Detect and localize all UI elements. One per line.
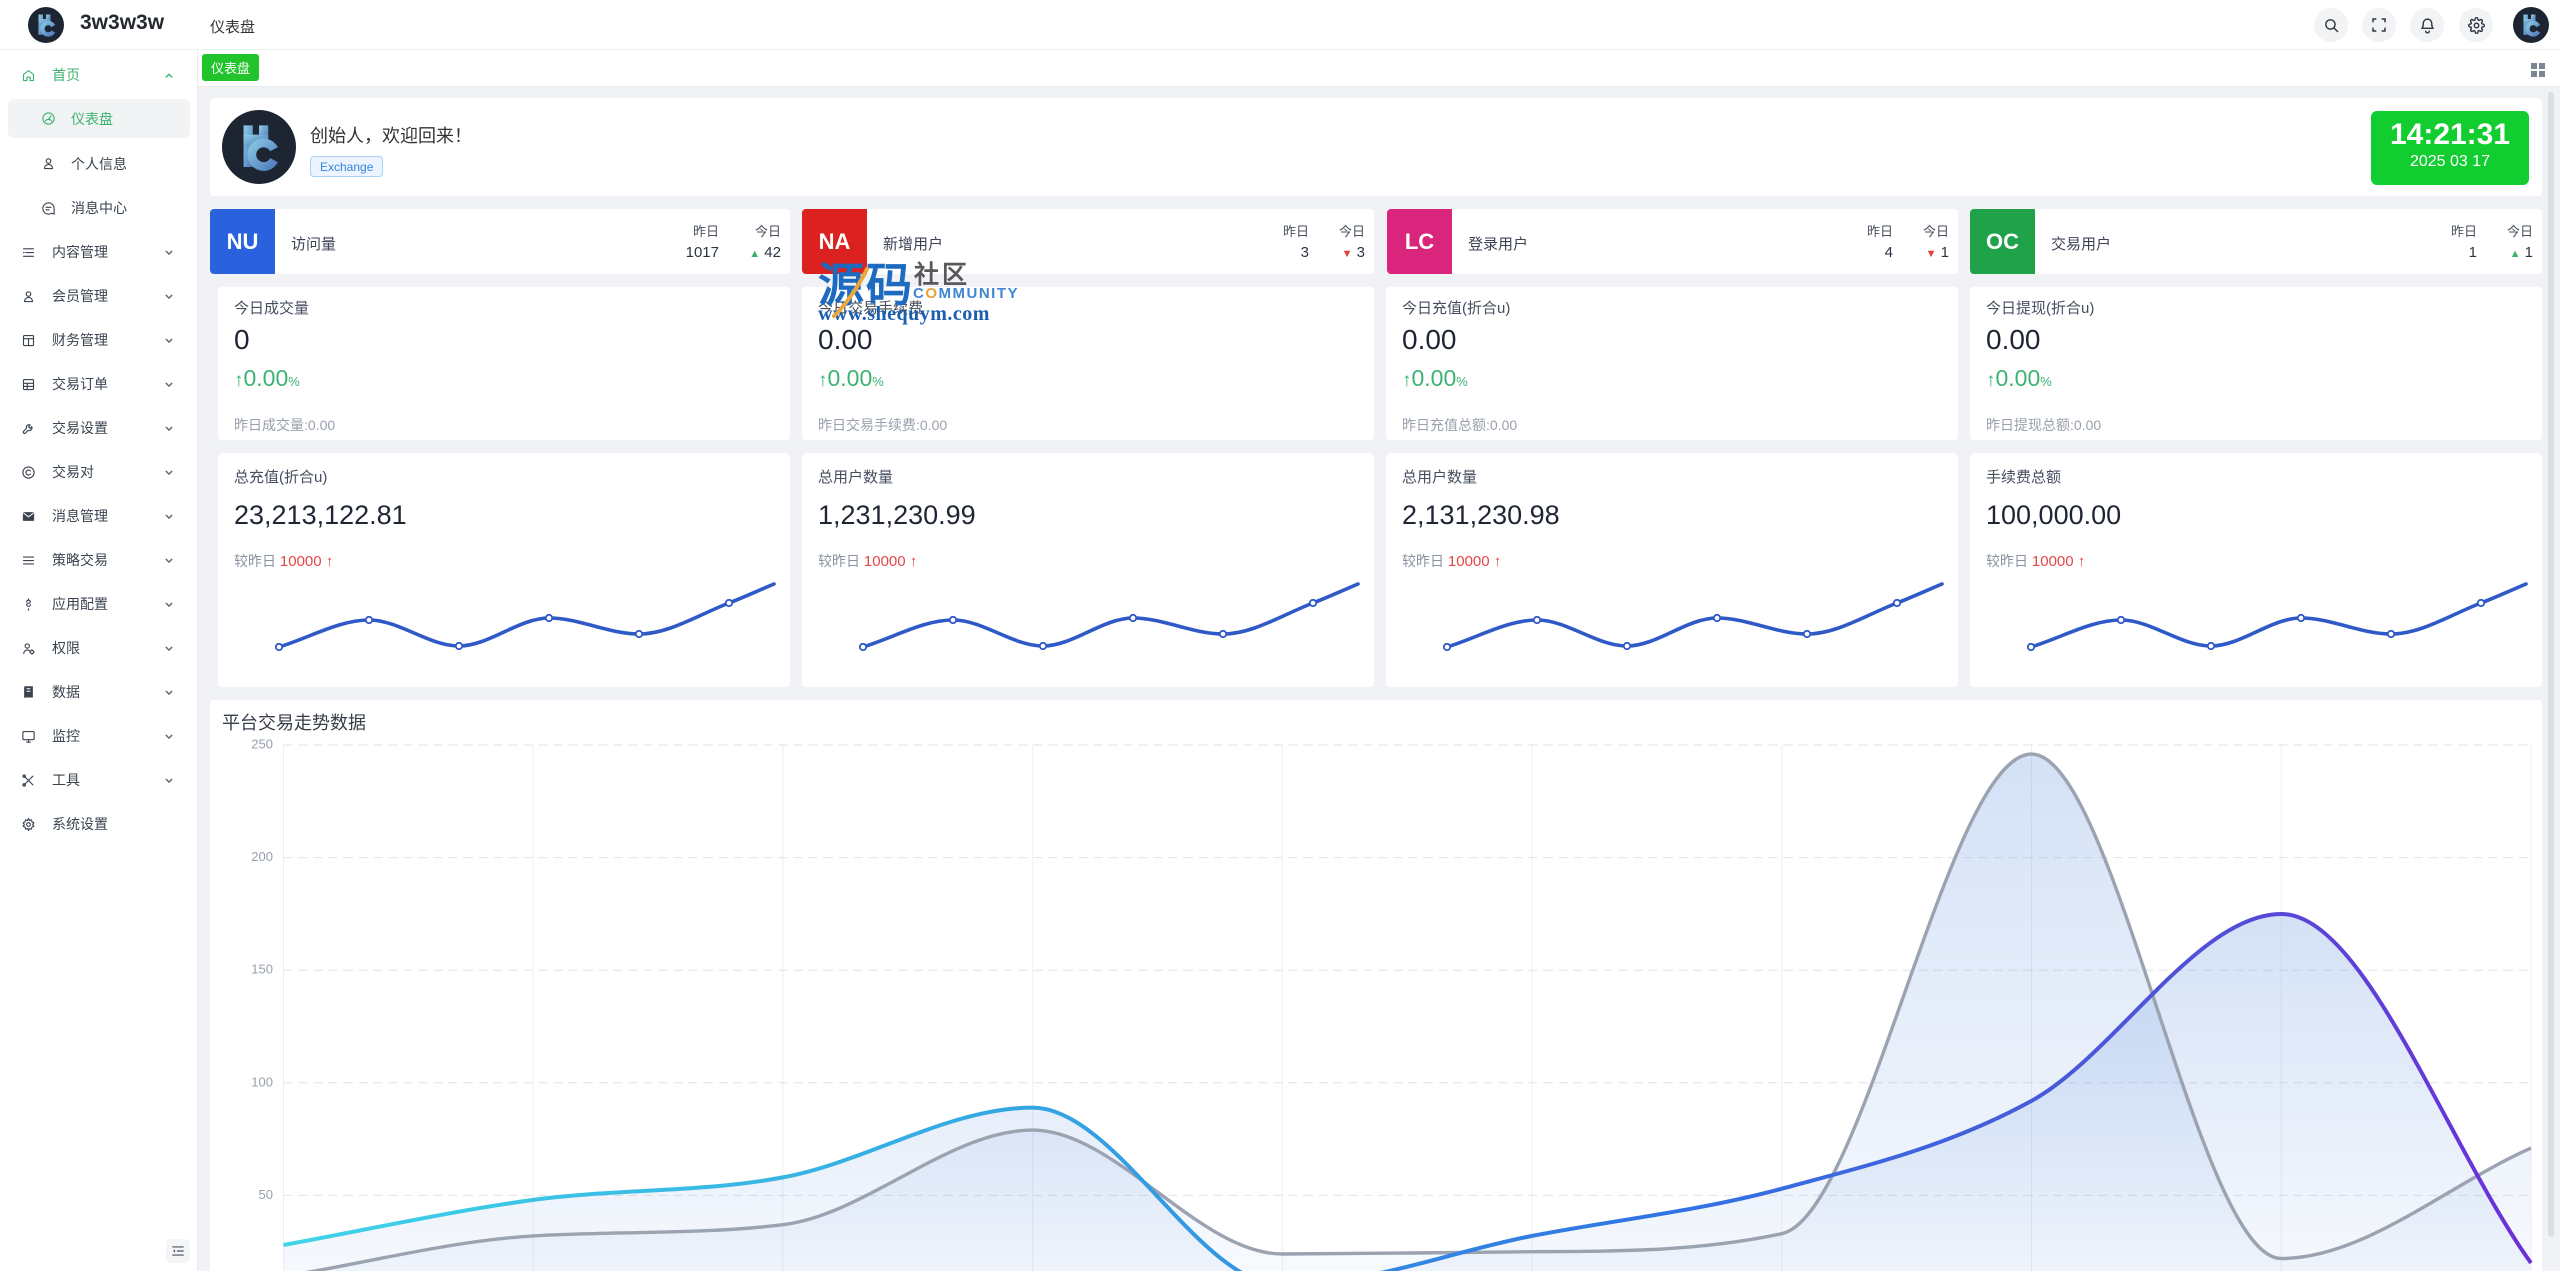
svg-text:250: 250 <box>251 737 273 752</box>
svg-text:150: 150 <box>251 962 273 977</box>
svg-text:100: 100 <box>251 1074 273 1089</box>
svg-text:50: 50 <box>259 1187 273 1202</box>
svg-text:200: 200 <box>251 849 273 864</box>
